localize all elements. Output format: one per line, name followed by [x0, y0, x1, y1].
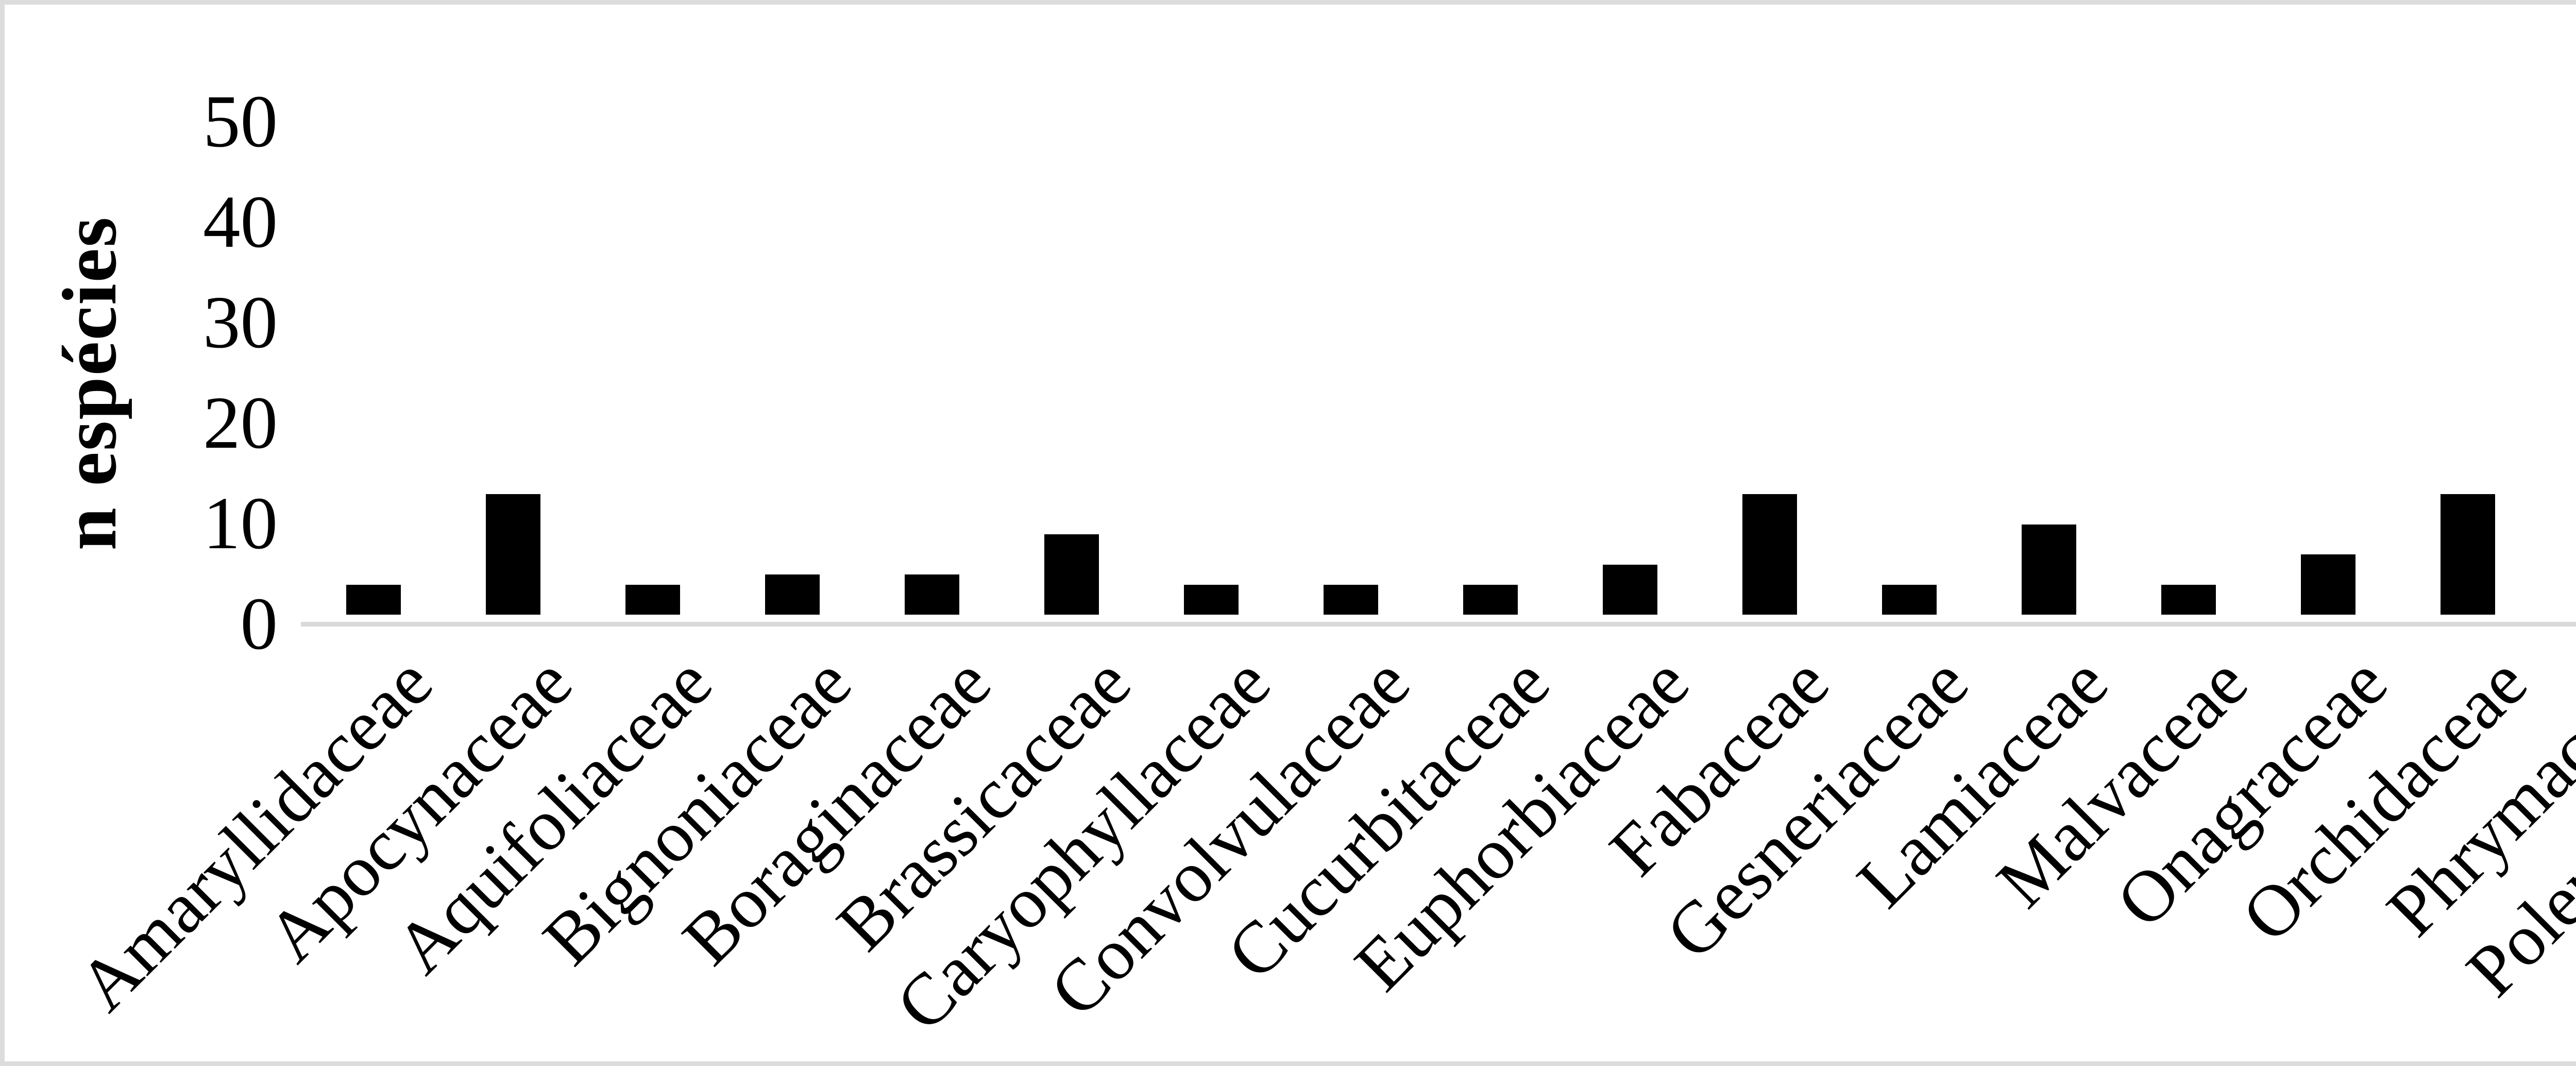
bar: [765, 574, 820, 615]
bar: [346, 584, 401, 615]
y-tick-label: 50: [203, 80, 278, 163]
bar: [905, 574, 959, 615]
bar: [1044, 534, 1099, 615]
y-tick-label: 10: [203, 482, 278, 565]
bar: [1882, 584, 1937, 615]
bar: [1742, 494, 1797, 615]
y-tick-label: 0: [240, 582, 278, 665]
bar: [2161, 584, 2216, 615]
bar: [1463, 584, 1518, 615]
x-axis-line: [301, 622, 2576, 627]
bar: [1324, 584, 1378, 615]
y-tick-label: 30: [203, 281, 278, 364]
bar: [1603, 564, 1657, 615]
bar: [625, 584, 680, 615]
y-tick-label: 40: [203, 180, 278, 263]
bar: [2022, 524, 2076, 615]
bar: [2441, 494, 2495, 615]
bar: [486, 494, 540, 615]
plot-area: n espécies 0 10 20 30 40 50 Amaryllidaceae Apo…: [5, 5, 2576, 1061]
bar: [2301, 554, 2355, 615]
bar: [1184, 584, 1239, 615]
y-tick-label: 20: [203, 381, 278, 464]
